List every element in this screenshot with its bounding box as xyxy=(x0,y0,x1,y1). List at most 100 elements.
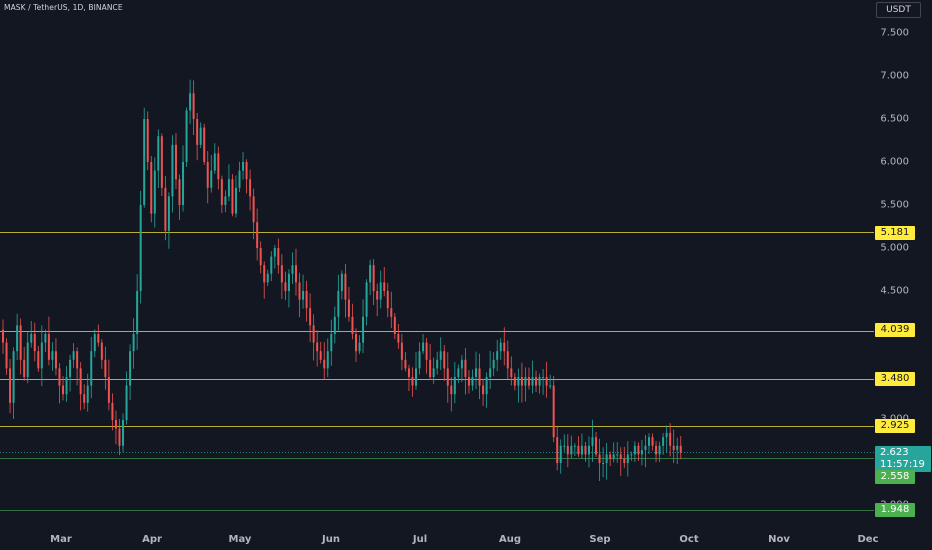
candle xyxy=(252,188,255,240)
candle xyxy=(584,441,587,462)
candle-body xyxy=(263,265,266,283)
candle xyxy=(167,192,170,249)
candle-body xyxy=(446,368,449,386)
candle xyxy=(100,339,103,369)
candle-body xyxy=(623,458,626,463)
candle-body xyxy=(383,282,386,291)
price-tick: 5.500 xyxy=(880,199,909,211)
candle xyxy=(598,438,601,481)
month-label: Nov xyxy=(768,534,790,545)
candle-body xyxy=(333,316,336,334)
candle-body xyxy=(26,342,29,377)
month-label: Jun xyxy=(322,534,340,545)
candle-body xyxy=(312,325,315,343)
candle-body xyxy=(111,402,114,420)
price-tick: 5.000 xyxy=(880,242,909,254)
candle xyxy=(277,238,280,274)
candle-body xyxy=(114,420,117,429)
candle-body xyxy=(62,385,65,395)
candle xyxy=(531,360,534,394)
candle-body xyxy=(676,445,679,451)
candle-body xyxy=(153,170,156,214)
candle xyxy=(139,190,142,304)
candle-body xyxy=(580,445,583,455)
candle xyxy=(238,161,241,193)
candle-body xyxy=(347,299,350,317)
candle xyxy=(393,312,396,340)
candle-body xyxy=(93,334,96,352)
candle xyxy=(400,333,403,371)
candle-body xyxy=(326,351,329,369)
candle xyxy=(492,352,495,377)
candle xyxy=(51,342,54,371)
candle-body xyxy=(503,342,506,352)
candle xyxy=(249,169,252,211)
candle-body xyxy=(545,377,548,386)
candle-body xyxy=(189,93,192,111)
candle-body xyxy=(90,351,93,386)
candle-body xyxy=(210,170,213,188)
candle-body xyxy=(224,196,227,205)
candle xyxy=(76,347,79,386)
candle xyxy=(467,370,470,394)
price-tick: 6.500 xyxy=(880,113,909,125)
candle-body xyxy=(609,454,612,459)
candle-body xyxy=(136,291,139,334)
candle xyxy=(242,152,245,180)
candle xyxy=(291,252,294,285)
candle-body xyxy=(626,454,629,463)
candle-body xyxy=(478,368,481,386)
candle-body xyxy=(129,351,132,386)
candle-body xyxy=(100,342,103,360)
candle xyxy=(383,266,386,297)
candle xyxy=(436,351,439,375)
candle-body xyxy=(432,368,435,377)
candle-body xyxy=(316,342,319,352)
month-label: Apr xyxy=(142,534,162,545)
candle-body xyxy=(192,93,195,119)
candle xyxy=(316,330,319,367)
month-label: May xyxy=(228,534,252,545)
candle xyxy=(376,283,379,317)
candle xyxy=(517,368,520,403)
candle-body xyxy=(436,359,439,369)
candle xyxy=(122,413,125,453)
bar-countdown: 11:57:19 xyxy=(880,459,925,470)
candle xyxy=(415,351,418,390)
candle-body xyxy=(146,119,149,162)
candle-body xyxy=(277,248,280,266)
currency-selector[interactable]: USDT xyxy=(876,2,921,18)
candle-body xyxy=(669,432,672,446)
candle-body xyxy=(51,351,54,360)
candle-body xyxy=(104,359,107,377)
time-axis[interactable]: Mar Apr May Jun Jul Aug Sep Oct Nov Dec xyxy=(0,530,878,550)
candle xyxy=(538,373,541,394)
candle-body xyxy=(217,153,220,180)
candle xyxy=(482,378,485,406)
candle-body xyxy=(672,445,675,451)
candle xyxy=(524,367,527,402)
candle-body xyxy=(330,334,333,352)
candle xyxy=(65,365,68,402)
candle-body xyxy=(273,248,276,257)
candle xyxy=(312,314,315,361)
candle xyxy=(633,441,636,463)
candle xyxy=(556,427,559,471)
candle-body xyxy=(425,342,428,360)
candle-body xyxy=(390,308,393,317)
candle xyxy=(665,425,668,453)
candle-body xyxy=(213,153,216,171)
candle xyxy=(669,423,672,457)
candle-body xyxy=(234,187,237,214)
candle-body xyxy=(351,316,354,334)
candle-body xyxy=(443,351,446,369)
candle xyxy=(309,293,312,343)
candle-body xyxy=(499,342,502,352)
candle-body xyxy=(150,162,153,214)
candle xyxy=(630,451,633,461)
candle xyxy=(351,303,354,340)
candle-body xyxy=(185,110,188,162)
candle-body xyxy=(2,329,4,343)
candle-body xyxy=(37,351,40,369)
